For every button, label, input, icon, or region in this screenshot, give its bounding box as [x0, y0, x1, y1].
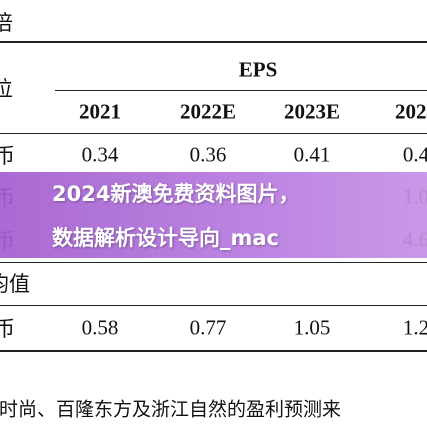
rule [0, 133, 427, 134]
cell: 0.77 [189, 315, 227, 340]
cell: 0.58 [81, 315, 119, 340]
banner-line: 2024新澳免费资料图片， [52, 182, 300, 206]
rule [55, 90, 427, 91]
rule [0, 350, 427, 352]
row-label: 币 [0, 144, 15, 168]
corner-label: 位 [0, 77, 13, 101]
cell: 0.34 [81, 142, 119, 167]
group-header: EPS [238, 57, 278, 82]
column-header: 2023E [283, 99, 341, 124]
cell: 0.41 [293, 142, 331, 167]
note: 子时尚、百隆东方及浙江自然的盈利预测来 [0, 399, 342, 421]
cell: 1.05 [293, 315, 331, 340]
cell: 0.4 [402, 142, 427, 167]
cell: 1.2 [402, 315, 427, 340]
column-header: 2021 [79, 99, 121, 124]
row-label: 币 [0, 317, 15, 341]
rule [0, 41, 427, 43]
row-label: 均值 [0, 272, 30, 296]
banner: 2024新澳免费资料图片， 数据解析设计导向_mac [0, 172, 427, 258]
corner-label: 倍 [0, 11, 13, 35]
cell: 0.36 [189, 142, 227, 167]
banner-line: 数据解析设计导向_mac [52, 226, 280, 250]
column-header: 2024 [395, 99, 427, 124]
column-header: 2022E [179, 99, 237, 124]
rule [0, 305, 427, 306]
rule [0, 262, 427, 263]
